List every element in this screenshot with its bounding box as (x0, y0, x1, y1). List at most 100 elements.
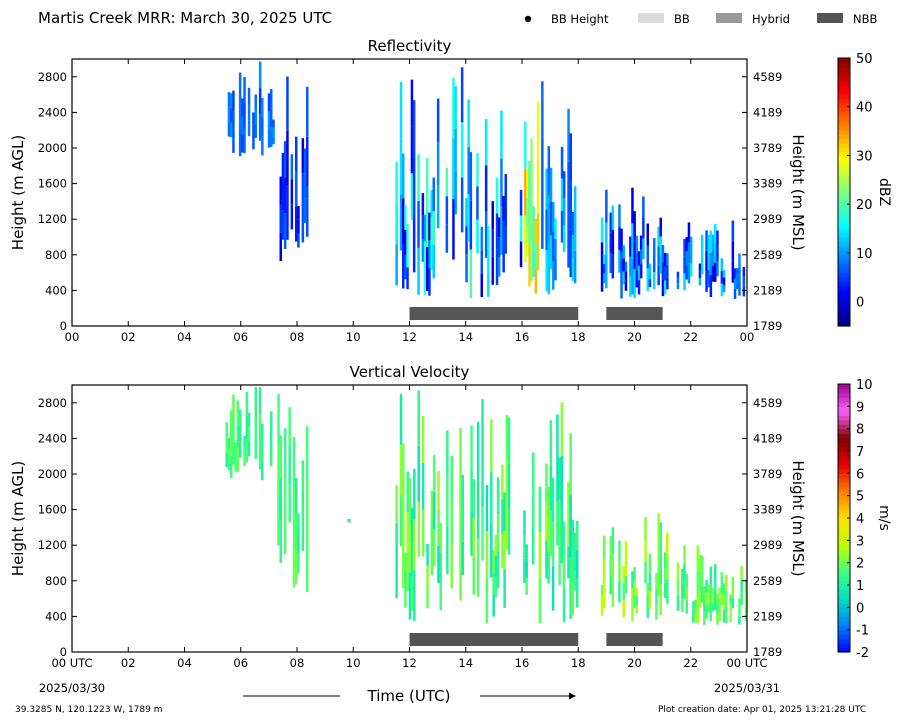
data-column (705, 230, 708, 251)
data-column (270, 127, 273, 148)
data-column (410, 173, 414, 220)
colorbar-tick-label: 5 (856, 490, 864, 505)
data-column (711, 603, 715, 612)
colorbar-swatch (838, 259, 850, 265)
colorbar-swatch (838, 80, 850, 86)
data-column (430, 518, 434, 548)
data-column (622, 258, 625, 272)
colorbar-tick-label: 4 (856, 512, 864, 527)
data-column (525, 544, 528, 562)
data-column (481, 506, 484, 561)
data-column (620, 275, 623, 299)
data-column (501, 499, 504, 534)
data-column (733, 278, 737, 289)
data-column (504, 174, 507, 201)
colorbar-swatch (838, 522, 850, 528)
colorbar-swatch (838, 218, 850, 224)
data-column (722, 596, 726, 610)
colorbar-swatch (838, 285, 850, 291)
data-column (549, 167, 553, 202)
colorbar-swatch (838, 192, 850, 198)
data-column (711, 234, 715, 251)
data-column (687, 263, 691, 284)
data-column (417, 445, 420, 502)
colorbar-swatch (838, 580, 850, 586)
data-column (635, 253, 639, 271)
data-column (270, 108, 273, 128)
data-column (663, 266, 667, 281)
figure-title: Martis Creek MRR: March 30, 2025 UTC (38, 9, 333, 27)
y-right-tick-label: 1789 (753, 319, 782, 333)
data-column (718, 598, 721, 610)
data-column (395, 203, 398, 245)
y-right-tick-label: 2989 (753, 212, 782, 226)
data-column (742, 276, 746, 287)
data-column (491, 229, 494, 257)
data-column (738, 598, 741, 608)
data-column (567, 108, 570, 162)
data-column (602, 273, 606, 284)
colorbar-swatch (838, 71, 850, 77)
data-column (437, 508, 440, 546)
data-column (459, 427, 462, 486)
data-column (567, 161, 570, 215)
data-column (492, 550, 495, 573)
data-column (624, 575, 628, 593)
data-column (722, 277, 726, 285)
data-column (611, 527, 615, 554)
colorbar-tick-label: 20 (856, 198, 873, 213)
data-column (450, 544, 453, 589)
data-column (657, 568, 660, 597)
data-column (297, 513, 300, 534)
data-column (541, 137, 544, 194)
data-column (301, 490, 305, 521)
data-column (454, 171, 457, 215)
data-column (286, 76, 289, 131)
data-column (657, 246, 660, 266)
data-column (694, 599, 697, 608)
data-column (450, 500, 453, 545)
data-column (524, 168, 527, 216)
colorbar-swatch (838, 267, 850, 273)
colorbar-swatch (838, 616, 850, 622)
data-column (270, 429, 273, 448)
data-column (277, 444, 280, 496)
data-column (524, 121, 527, 169)
data-column (426, 158, 429, 203)
data-column (551, 521, 555, 567)
data-column (408, 572, 412, 620)
data-column (532, 206, 535, 230)
data-column (297, 533, 300, 554)
data-column (432, 528, 436, 566)
data-column (476, 219, 479, 254)
colorbar-swatch (838, 433, 850, 439)
data-column (624, 281, 628, 291)
data-column (705, 250, 708, 272)
colorbar-tick-label: 1 (856, 579, 864, 594)
data-column (731, 220, 735, 242)
data-column (494, 576, 498, 598)
data-column (460, 122, 464, 178)
data-column (744, 593, 747, 608)
data-column (600, 242, 604, 267)
data-column (545, 209, 548, 251)
data-column (292, 537, 296, 588)
data-column (571, 583, 575, 616)
data-column (236, 448, 240, 472)
x-date-label-end: 2025/03/31 (714, 681, 780, 695)
colorbar-swatch (838, 607, 850, 613)
data-column (530, 186, 533, 234)
data-column (676, 283, 680, 290)
colorbar-swatch (838, 473, 850, 479)
data-column (705, 592, 708, 606)
data-column (236, 400, 240, 425)
data-column (605, 222, 608, 256)
data-column (620, 251, 623, 276)
data-column (505, 459, 509, 505)
velocity-colorbar: -2 -1 0 1 2 3 4 5 6 7 8 9 10 m/s (837, 378, 892, 661)
data-column (526, 198, 529, 228)
data-column (402, 539, 405, 588)
x-tick-label: 14 (458, 330, 473, 344)
data-column (685, 251, 688, 266)
data-column (549, 510, 553, 557)
